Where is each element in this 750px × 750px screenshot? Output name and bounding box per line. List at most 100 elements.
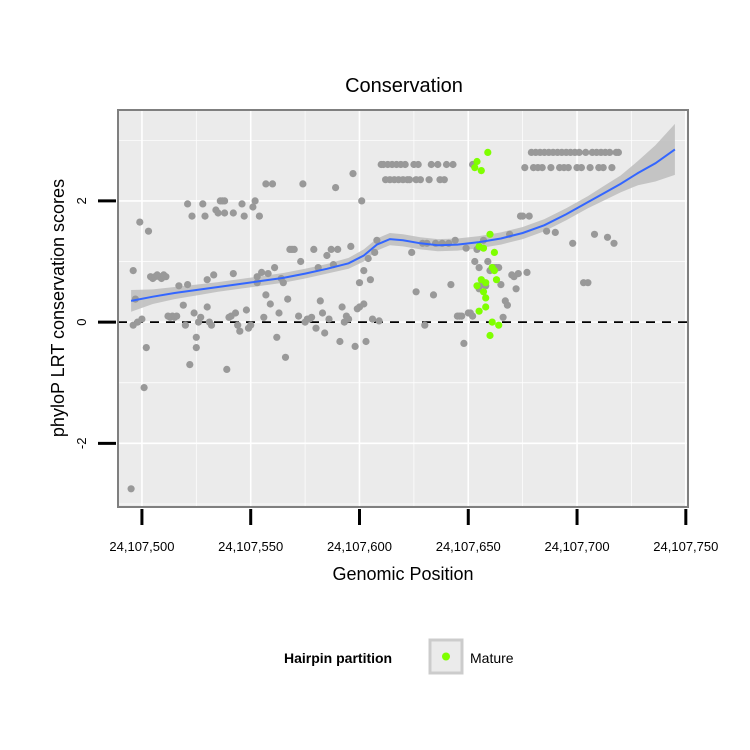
other-point <box>603 233 612 241</box>
mature-point <box>490 248 498 256</box>
other-point <box>318 309 327 317</box>
mature-point <box>486 230 494 238</box>
other-point <box>162 273 170 281</box>
other-point <box>569 239 577 247</box>
other-point <box>299 180 307 188</box>
other-point <box>371 248 379 256</box>
other-point <box>362 337 370 346</box>
other-point <box>179 301 187 309</box>
x-tick-label: 24,107,750 <box>653 539 718 554</box>
mature-point <box>475 307 483 315</box>
other-point <box>469 312 477 320</box>
other-point <box>188 212 196 220</box>
other-point <box>240 212 248 220</box>
other-point <box>471 257 479 266</box>
other-point <box>547 164 555 172</box>
other-point <box>497 281 505 289</box>
mature-point <box>479 244 488 252</box>
mature-point <box>482 303 490 311</box>
x-tick-label: 24,107,700 <box>545 539 610 554</box>
other-point <box>201 212 209 220</box>
other-point <box>577 164 586 172</box>
other-point <box>312 324 320 332</box>
other-point <box>323 251 331 260</box>
other-point <box>192 344 200 352</box>
x-tick-label: 24,107,500 <box>109 539 174 554</box>
other-point <box>590 230 599 238</box>
other-point <box>321 329 329 337</box>
other-point <box>421 321 429 329</box>
other-point <box>144 227 153 235</box>
other-point <box>416 176 424 184</box>
other-point <box>262 291 270 299</box>
other-point <box>290 245 298 253</box>
other-point <box>512 285 520 293</box>
other-point <box>253 273 261 281</box>
other-point <box>297 257 305 266</box>
other-point <box>408 248 416 256</box>
legend-key-mature <box>442 652 450 661</box>
other-point <box>327 245 335 253</box>
data-points <box>127 148 623 493</box>
other-point <box>264 270 272 278</box>
other-point <box>351 342 359 350</box>
other-point <box>281 353 290 361</box>
other-point <box>582 148 590 156</box>
other-point <box>575 148 583 156</box>
other-point <box>458 312 466 320</box>
legend-label-mature: Mature <box>470 650 514 666</box>
other-point <box>447 281 455 289</box>
other-point <box>614 148 623 156</box>
other-point <box>336 337 344 346</box>
other-point <box>223 365 231 373</box>
other-point <box>197 313 205 321</box>
other-point <box>175 282 183 290</box>
other-point <box>375 317 383 325</box>
x-tick-label: 24,107,600 <box>327 539 392 554</box>
other-point <box>543 227 551 235</box>
other-point <box>434 160 442 169</box>
other-point <box>451 236 459 244</box>
other-point <box>599 164 607 172</box>
other-point <box>427 160 435 169</box>
other-point <box>360 267 368 275</box>
other-point <box>251 197 259 205</box>
y-tick-label: 2 <box>74 197 89 204</box>
other-point <box>273 333 281 341</box>
other-point <box>449 160 457 169</box>
other-point <box>129 267 137 275</box>
other-point <box>310 245 318 253</box>
other-point <box>184 281 192 289</box>
mature-point <box>477 167 485 175</box>
chart-title: Conservation <box>345 75 463 97</box>
other-point <box>425 176 433 184</box>
other-point <box>279 279 287 287</box>
other-point <box>181 321 189 329</box>
mature-point <box>473 157 481 166</box>
other-point <box>345 315 353 323</box>
other-point <box>258 268 266 276</box>
other-point <box>332 184 340 192</box>
other-point <box>242 306 250 314</box>
legend-title: Hairpin partition <box>284 650 392 666</box>
other-point <box>551 228 559 236</box>
other-point <box>140 384 148 392</box>
mature-point <box>488 318 496 326</box>
other-point <box>238 200 246 208</box>
other-point <box>414 160 422 169</box>
other-point <box>355 279 364 287</box>
mature-point <box>492 276 501 284</box>
other-point <box>127 485 135 493</box>
other-point <box>190 309 198 317</box>
mature-point <box>471 164 479 172</box>
other-point <box>138 315 146 323</box>
other-point <box>268 180 277 188</box>
other-point <box>460 339 468 347</box>
other-point <box>221 209 229 217</box>
mature-point <box>482 279 490 287</box>
y-axis: -2 0 2 <box>74 197 116 449</box>
other-point <box>484 257 492 266</box>
other-point <box>184 200 192 208</box>
x-tick-label: 24,107,650 <box>436 539 501 554</box>
